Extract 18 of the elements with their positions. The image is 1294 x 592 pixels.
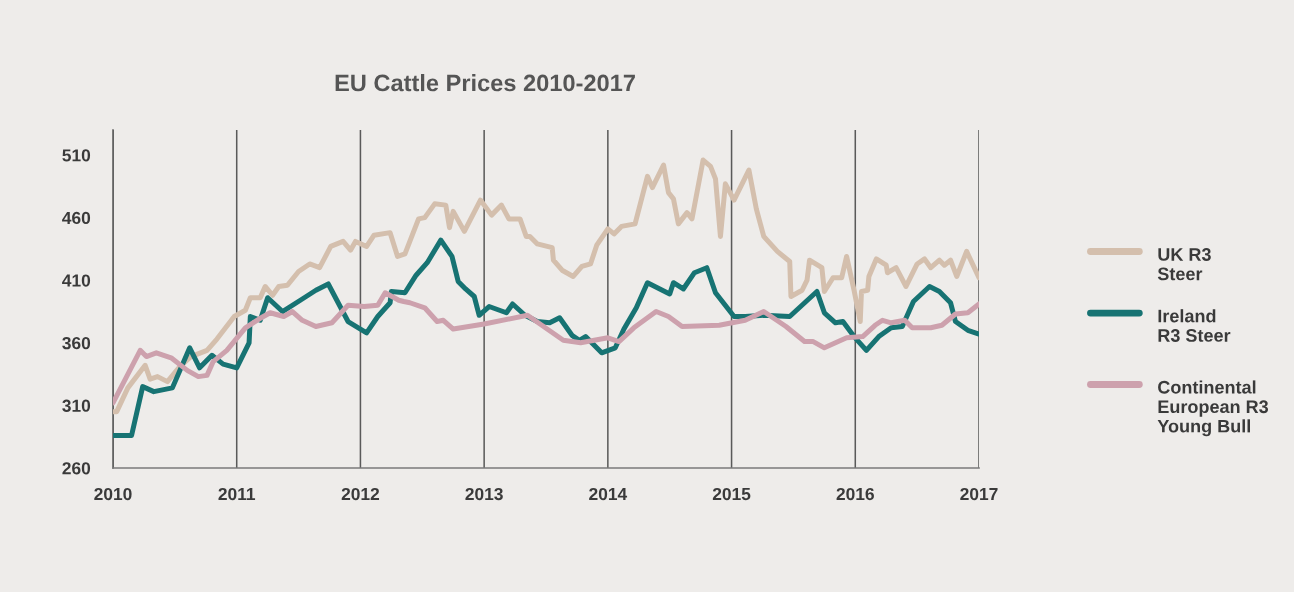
y-tick-label: 360 [62, 336, 91, 350]
legend-label: Continental European R3 Young Bull [1157, 380, 1269, 437]
y-tick-label: 410 [62, 274, 91, 287]
x-tick-label: 2011 [218, 487, 256, 501]
y-tick-label: 510 [62, 149, 91, 162]
y-tick-label: 260 [62, 462, 91, 475]
y-tick-label: 310 [62, 399, 91, 412]
legend-label: UK R3 Steer [1157, 248, 1211, 281]
legend-label: Ireland R3 Steer [1158, 309, 1231, 342]
x-tick-label: 2013 [465, 487, 503, 501]
chart-title: EU Cattle Prices 2010-2017 [335, 74, 635, 92]
x-tick-label: 2012 [341, 487, 380, 501]
x-tick-label: 2017 [960, 487, 998, 501]
x-tick-label: 2015 [712, 487, 751, 501]
x-tick-label: 2014 [589, 487, 628, 501]
x-tick-label: 2016 [836, 487, 874, 501]
x-tick-label: 2010 [94, 487, 132, 501]
y-tick-label: 460 [62, 211, 91, 225]
